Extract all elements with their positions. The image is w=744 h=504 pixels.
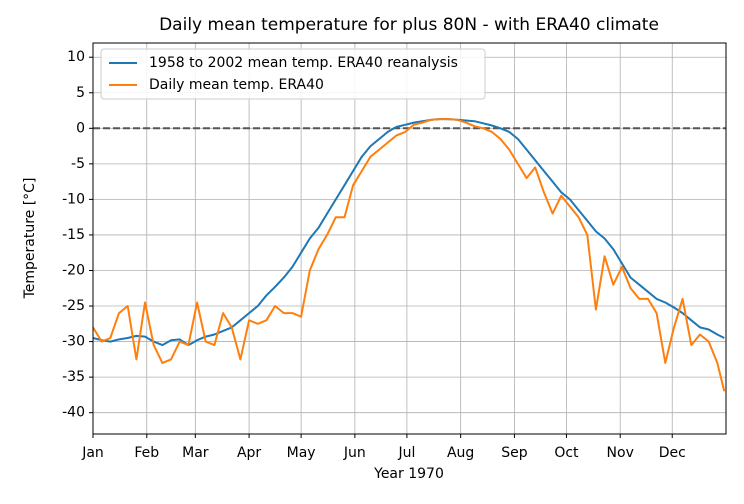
x-tick-label: Feb	[134, 445, 159, 461]
x-tick-label: Oct	[554, 445, 579, 461]
legend-label: 1958 to 2002 mean temp. ERA40 reanalysis	[149, 55, 458, 71]
y-tick-label: 5	[76, 85, 85, 101]
series-line	[92, 118, 725, 347]
y-axis-label: Temperature [°C]	[22, 178, 38, 300]
x-tick-label: Jun	[343, 445, 366, 461]
y-tick-label: -35	[62, 369, 85, 385]
x-tick-label: Sep	[501, 445, 528, 461]
x-tick-label: Jul	[397, 445, 415, 461]
y-tick-label: -40	[62, 405, 85, 421]
y-tick-label: -30	[62, 334, 85, 350]
x-tick-label: Apr	[237, 445, 261, 461]
x-axis-label: Year 1970	[373, 466, 444, 482]
x-tick-label: May	[287, 445, 316, 461]
y-tick-label: -10	[62, 191, 85, 207]
chart-title: Daily mean temperature for plus 80N - wi…	[159, 15, 659, 35]
x-tick-label: Dec	[659, 445, 686, 461]
y-tick-label: -15	[62, 227, 85, 243]
x-tick-label: Nov	[607, 445, 634, 461]
y-tick-label: 10	[67, 49, 85, 65]
y-tick-label: 0	[76, 120, 85, 136]
y-tick-label: -5	[71, 156, 85, 172]
legend-box	[100, 48, 486, 100]
x-tick-label: Jan	[81, 445, 104, 461]
x-tick-label: Mar	[182, 445, 209, 461]
x-tick-label: Aug	[447, 445, 474, 461]
y-tick-label: -25	[62, 298, 85, 314]
legend-label: Daily mean temp. ERA40	[149, 77, 324, 93]
y-tick-label: -20	[62, 262, 85, 278]
series-line	[92, 118, 726, 392]
plot-frame	[92, 42, 727, 435]
